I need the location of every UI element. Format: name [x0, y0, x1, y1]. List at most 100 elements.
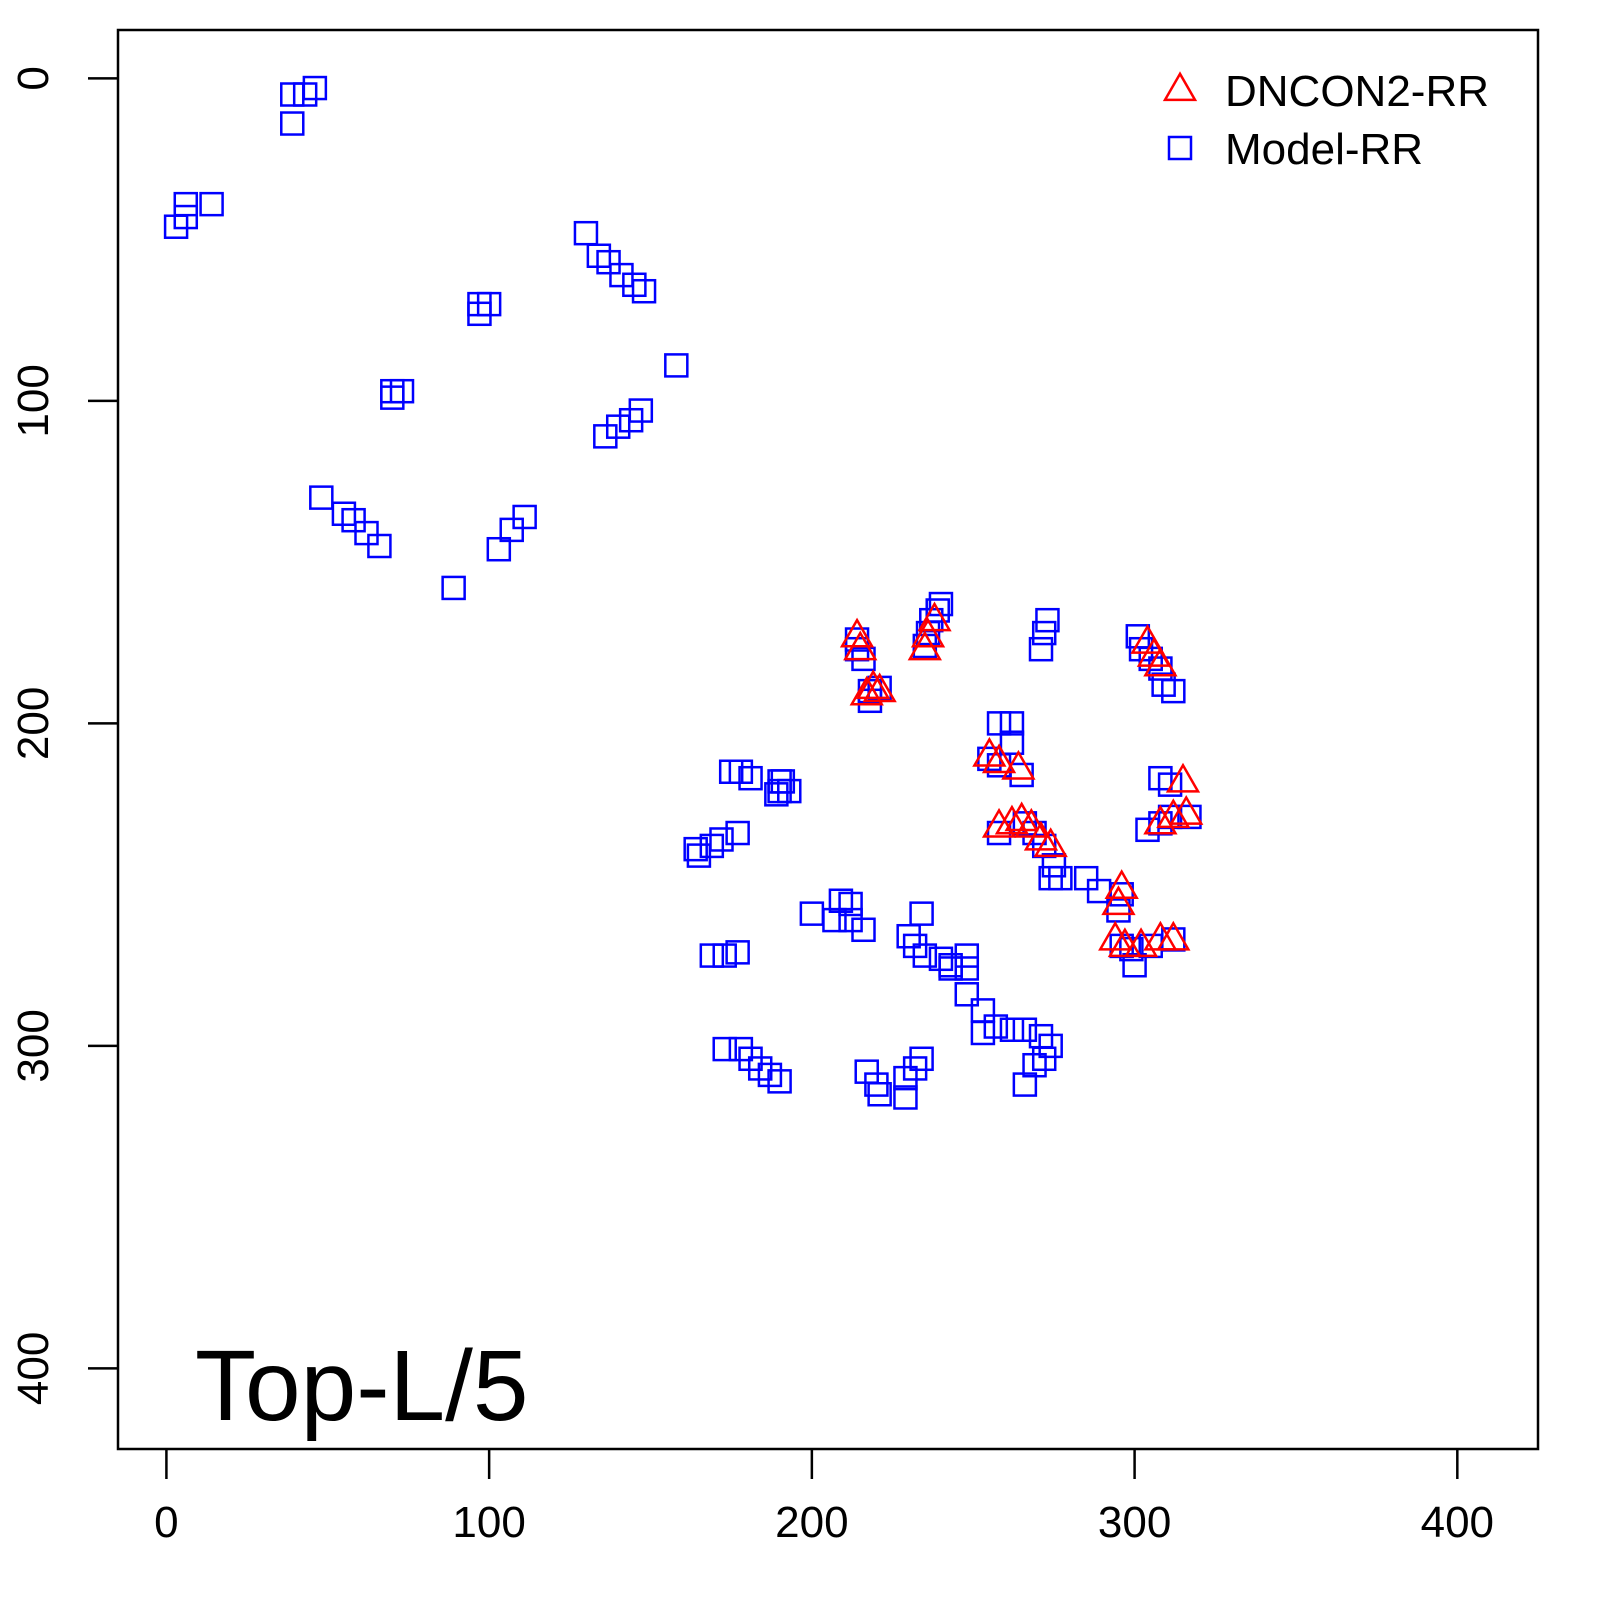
point-model-rr: [1122, 953, 1147, 978]
point-model-rr: [596, 249, 621, 275]
point-model-rr: [1031, 1046, 1057, 1072]
point-model-rr: [1151, 672, 1176, 697]
point-model-rr: [367, 533, 392, 559]
point-model-rr: [970, 998, 996, 1023]
data-points: [163, 75, 1204, 1110]
point-model-rr: [1028, 636, 1054, 662]
x-tick-label: 300: [1098, 1498, 1171, 1547]
point-model-rr: [476, 291, 502, 317]
point-dncon2-rr: [972, 736, 1007, 767]
point-model-rr: [728, 1036, 754, 1062]
point-model-rr: [618, 407, 644, 433]
point-model-rr: [954, 943, 980, 968]
point-model-rr: [799, 901, 825, 926]
x-tick-label: 200: [775, 1498, 848, 1547]
point-model-rr: [738, 1046, 763, 1072]
point-model-rr: [1048, 865, 1073, 891]
point-model-rr: [664, 353, 689, 378]
point-dncon2-rr: [994, 804, 1030, 835]
y-tick-label: 100: [9, 364, 58, 437]
point-model-rr: [1161, 678, 1186, 704]
point-model-rr: [1038, 865, 1063, 891]
point-model-rr: [838, 907, 863, 933]
point-dncon2-rr: [1014, 807, 1049, 838]
point-model-rr: [970, 1020, 996, 1046]
point-model-rr: [280, 111, 305, 136]
point-model-rr: [1009, 762, 1034, 788]
legend-square-icon: [1167, 135, 1193, 161]
point-dncon2-rr: [1104, 869, 1139, 900]
point-dncon2-rr: [1001, 749, 1036, 780]
point-model-rr: [1038, 1033, 1063, 1059]
legend-label: DNCON2-RR: [1225, 67, 1489, 116]
point-model-rr: [628, 398, 654, 423]
point-model-rr: [486, 536, 512, 562]
point-dncon2-rr: [1033, 827, 1068, 858]
point-model-rr: [467, 301, 492, 327]
point-dncon2-rr: [1098, 920, 1133, 951]
point-model-rr: [1135, 817, 1160, 843]
point-model-rr: [1109, 882, 1134, 907]
point-model-rr: [1041, 853, 1067, 878]
point-dncon2-rr: [1169, 794, 1204, 825]
point-model-rr: [854, 1059, 879, 1084]
x-tick-label: 400: [1421, 1498, 1494, 1547]
point-model-rr: [728, 759, 754, 784]
point-dncon2-rr: [1107, 927, 1143, 958]
point-dncon2-rr: [1101, 885, 1136, 916]
point-model-rr: [512, 504, 537, 530]
point-model-rr: [893, 1065, 918, 1091]
point-model-rr: [770, 769, 796, 794]
point-model-rr: [622, 272, 647, 298]
annotation-label: Top-L/5: [195, 1330, 529, 1442]
point-model-rr: [725, 940, 750, 965]
point-model-rr: [686, 843, 712, 868]
point-model-rr: [822, 907, 847, 933]
point-model-rr: [173, 204, 199, 230]
point-model-rr: [389, 378, 415, 404]
point-model-rr: [757, 1062, 783, 1088]
point-model-rr: [302, 75, 328, 101]
y-tick-label: 300: [9, 1009, 58, 1082]
point-model-rr: [902, 1056, 928, 1081]
point-model-rr: [738, 765, 763, 791]
point-model-rr: [1035, 607, 1060, 633]
point-model-rr: [609, 262, 634, 288]
plot-frame: [116, 28, 1540, 1451]
point-model-rr: [896, 923, 921, 949]
point-model-rr: [709, 827, 734, 852]
point-model-rr: [999, 1017, 1025, 1042]
legend-triangle-icon: [1162, 71, 1198, 102]
point-model-rr: [1138, 646, 1163, 672]
point-model-rr: [767, 1069, 792, 1094]
point-model-rr: [573, 220, 599, 246]
point-model-rr: [683, 836, 708, 862]
point-model-rr: [380, 378, 405, 404]
point-dncon2-rr: [1123, 927, 1159, 958]
point-model-rr: [1012, 1072, 1038, 1097]
point-model-rr: [764, 782, 789, 807]
point-model-rr: [280, 82, 305, 107]
point-model-rr: [1031, 620, 1057, 646]
point-dncon2-rr: [1143, 646, 1178, 677]
point-model-rr: [712, 1036, 737, 1062]
point-model-rr: [712, 943, 737, 968]
point-model-rr: [1148, 765, 1173, 791]
point-dncon2-rr: [843, 630, 878, 661]
point-model-rr: [380, 385, 405, 410]
point-model-rr: [909, 1046, 934, 1072]
point-dncon2-rr: [849, 675, 884, 706]
point-model-rr: [828, 888, 854, 913]
point-model-rr: [1157, 772, 1183, 797]
point-dncon2-rr: [907, 630, 942, 661]
y-axis: 0 100 200 300 400: [9, 66, 118, 1405]
point-model-rr: [1022, 1052, 1047, 1078]
point-model-rr: [499, 517, 524, 543]
point-dncon2-rr: [1156, 798, 1191, 829]
point-model-rr: [725, 820, 750, 846]
point-model-rr: [1028, 1023, 1054, 1049]
point-model-rr: [999, 711, 1025, 736]
x-tick-label: 100: [452, 1498, 525, 1547]
